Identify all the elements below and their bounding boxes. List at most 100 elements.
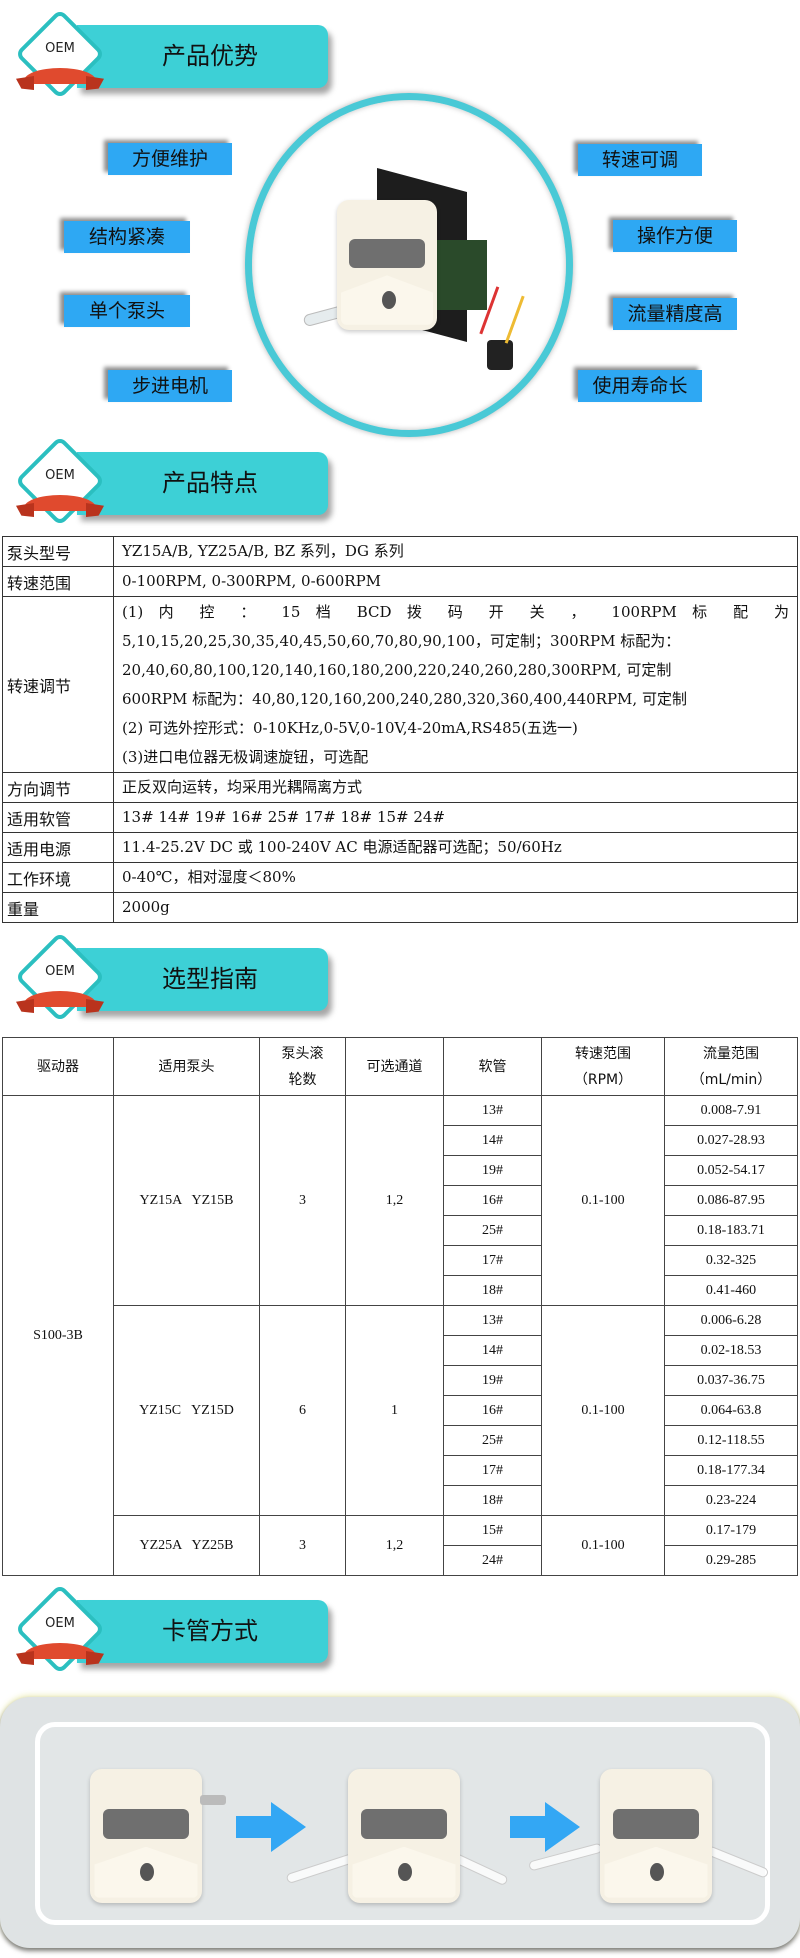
speed-range-cell: 0.1-100: [541, 1515, 665, 1576]
product-photo-frame: [245, 93, 573, 437]
spec-label: 重量: [2, 892, 114, 923]
table-row: 14# 0.027-28.93: [3, 1125, 798, 1156]
pump-heads-cell: YZ15C YZ15D: [113, 1305, 260, 1516]
column-header: 驱动器: [2, 1037, 114, 1096]
tube-cell: 19#: [443, 1365, 542, 1396]
column-header-line: 驱动器: [37, 1058, 79, 1075]
pump-head-step-2: [348, 1769, 460, 1903]
spec-row: 适用电源 11.4-25.2V DC 或 100-240V AC 电源适配器可选配…: [2, 832, 798, 863]
feature-label: 流量精度高: [613, 298, 737, 330]
spec-value: (1) 内 控 ： 15 档 BCD 拨 码 开 关 ， 100RPM 标 配 …: [113, 596, 798, 773]
flow-range-cell: 0.02-18.53: [664, 1335, 798, 1366]
oem-badge: OEM: [14, 8, 106, 104]
tube-cell: 19#: [443, 1155, 542, 1186]
table-row: 14# 0.02-18.53: [3, 1335, 798, 1366]
tube-cell: 25#: [443, 1425, 542, 1456]
column-header: 适用泵头: [113, 1037, 260, 1096]
tube-cell: 14#: [443, 1335, 542, 1366]
feature-label: 结构紧凑: [64, 221, 190, 253]
tube-loading-panel: [0, 1697, 800, 1948]
spec-table: 泵头型号 YZ15A/B, YZ25A/B, BZ 系列，DG 系列 转速范围 0-1…: [2, 536, 798, 923]
feature-label: 操作方便: [613, 220, 737, 252]
feature-label: 单个泵头: [64, 295, 190, 327]
tube-cell: 16#: [443, 1185, 542, 1216]
rollers-cell: 6: [259, 1305, 346, 1516]
flow-range-cell: 0.32-325: [664, 1245, 798, 1276]
column-header-line: 软管: [478, 1058, 507, 1075]
section-title: 产品优势: [162, 42, 258, 70]
spec-value-line: 2000g: [122, 898, 170, 916]
feature-label: 方便维护: [108, 143, 232, 175]
section-title: 卡管方式: [162, 1617, 258, 1645]
table-row: 25# 0.18-183.71: [3, 1215, 798, 1246]
spec-value: 0-40℃，相对湿度＜80%: [113, 862, 798, 893]
spec-value-line: 0-100RPM, 0-300RPM, 0-600RPM: [122, 572, 382, 590]
spec-label: 方向调节: [2, 772, 114, 803]
tube-cell: 17#: [443, 1245, 542, 1276]
spec-row: 工作环境 0-40℃，相对湿度＜80%: [2, 862, 798, 893]
pump-head-step-3: [600, 1769, 712, 1903]
column-header-line: 泵头滚: [281, 1045, 324, 1062]
channels-cell: 1: [345, 1305, 444, 1516]
rollers-cell: 3: [259, 1095, 346, 1306]
spec-value: 0-100RPM, 0-300RPM, 0-600RPM: [113, 566, 798, 597]
spec-label: 适用电源: [2, 832, 114, 863]
flow-range-cell: 0.18-177.34: [664, 1455, 798, 1486]
tube-cell: 13#: [443, 1095, 542, 1126]
column-header-line: 适用泵头: [158, 1058, 215, 1075]
channels-cell: 1,2: [345, 1515, 444, 1576]
tube-cell: 17#: [443, 1455, 542, 1486]
section-title: 选型指南: [162, 965, 258, 993]
spec-row: 重量 2000g: [2, 892, 798, 923]
tube-cell: 14#: [443, 1125, 542, 1156]
column-header-line: 转速范围: [575, 1045, 631, 1062]
section-header-selection: 选型指南 OEM: [0, 931, 340, 1031]
table-row: 24# 0.29-285: [3, 1545, 798, 1576]
tube-cell: 16#: [443, 1395, 542, 1426]
table-row: YZ25A YZ25B 3 1,2 15# 0.1-100 0.17-179: [3, 1515, 798, 1576]
spec-value: 11.4-25.2V DC 或 100-240V AC 电源适配器可选配；50/…: [113, 832, 798, 863]
section-header-features: 产品特点 OEM: [0, 435, 340, 535]
column-header-line: 流量范围: [703, 1045, 759, 1062]
tube-cell: 15#: [443, 1515, 542, 1546]
table-row: 16# 0.064-63.8: [3, 1395, 798, 1426]
spec-value-line: 5,10,15,20,25,30,35,40,45,50,60,70,80,90…: [122, 631, 681, 650]
feature-label: 步进电机: [108, 370, 232, 402]
spec-row: 转速调节 (1) 内 控 ： 15 档 BCD 拨 码 开 关 ， 100RPM …: [2, 596, 798, 773]
flow-range-cell: 0.41-460: [664, 1275, 798, 1306]
spec-value-line: 11.4-25.2V DC 或 100-240V AC 电源适配器可选配；50/…: [122, 838, 562, 856]
flow-range-cell: 0.17-179: [664, 1515, 798, 1546]
rollers-cell: 3: [259, 1515, 346, 1576]
feature-label: 使用寿命长: [578, 370, 702, 402]
flow-range-cell: 0.037-36.75: [664, 1365, 798, 1396]
column-header: 可选通道: [345, 1037, 444, 1096]
spec-value-line: (1) 内 控 ： 15 档 BCD 拨 码 开 关 ， 100RPM 标 配 …: [122, 602, 789, 621]
spec-value-line: 20,40,60,80,100,120,140,160,180,200,220,…: [122, 660, 672, 679]
spec-value-line: YZ15A/B, YZ25A/B, BZ 系列，DG 系列: [122, 542, 404, 560]
oem-badge: OEM: [14, 931, 106, 1027]
spec-value-line: 600RPM 标配为：40,80,120,160,200,240,280,320…: [122, 689, 687, 708]
column-header: 软管: [443, 1037, 542, 1096]
column-header-line: 可选通道: [366, 1058, 423, 1075]
table-row: 16# 0.086-87.95: [3, 1185, 798, 1216]
spec-value-line: 13# 14# 19# 16# 25# 17# 18# 15# 24#: [122, 808, 446, 826]
column-header-line: 轮数: [288, 1071, 317, 1088]
spec-label: 适用软管: [2, 802, 114, 833]
flow-range-cell: 0.027-28.93: [664, 1125, 798, 1156]
column-header: 泵头滚 轮数: [259, 1037, 346, 1096]
tube-cell: 24#: [443, 1545, 542, 1576]
pump-product-image: [297, 167, 527, 370]
header-bar: [77, 1600, 328, 1663]
spec-row: 泵头型号 YZ15A/B, YZ25A/B, BZ 系列，DG 系列: [2, 536, 798, 567]
header-bar: [77, 452, 328, 515]
flow-range-cell: 0.008-7.91: [664, 1095, 798, 1126]
table-row: 17# 0.18-177.34: [3, 1455, 798, 1486]
flow-range-cell: 0.052-54.17: [664, 1155, 798, 1186]
column-header: 流量范围 （mL/min）: [664, 1037, 798, 1096]
tube-cell: 18#: [443, 1485, 542, 1516]
flow-range-cell: 0.086-87.95: [664, 1185, 798, 1216]
spec-value-line: (2) 可选外控形式：0-10KHz,0-5V,0-10V,4-20mA,RS4…: [122, 718, 578, 737]
pump-heads-cell: YZ25A YZ25B: [113, 1515, 260, 1576]
feature-label: 转速可调: [578, 144, 702, 176]
pump-shaft: [200, 1795, 226, 1805]
